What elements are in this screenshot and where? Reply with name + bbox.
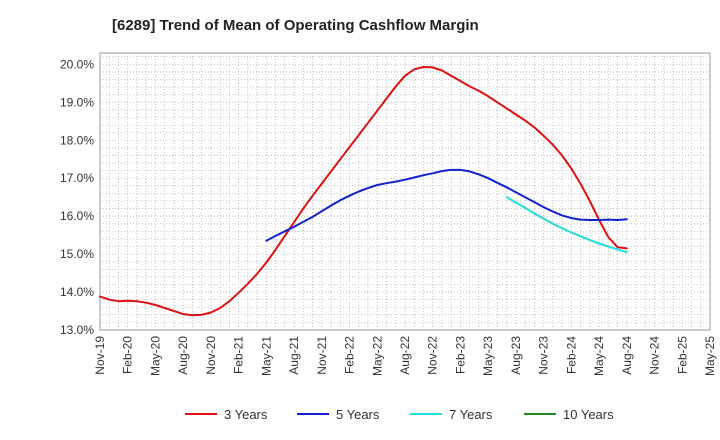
y-tick-label: 17.0% xyxy=(60,171,94,185)
x-tick-label: May-23 xyxy=(481,336,495,376)
y-tick-label: 16.0% xyxy=(60,209,94,223)
y-tick-label: 19.0% xyxy=(60,95,94,109)
x-tick-label: May-22 xyxy=(370,336,384,376)
x-tick-label: Nov-21 xyxy=(315,336,329,375)
x-tick-label: Feb-21 xyxy=(232,336,246,374)
y-tick-label: 18.0% xyxy=(60,133,94,147)
x-tick-label: May-25 xyxy=(703,336,717,376)
legend: 3 Years 5 Years 7 Years 10 Years xyxy=(185,407,614,422)
x-tick-label: Feb-22 xyxy=(343,336,357,374)
x-tick-label: Feb-23 xyxy=(453,336,467,374)
series-lines xyxy=(99,66,628,317)
x-axis: Nov-19 Feb-20 May-20 Aug-20 Nov-20 Feb-21 May-… xyxy=(93,336,717,376)
x-tick-label: Nov-22 xyxy=(426,336,440,375)
x-tick-label: Feb-25 xyxy=(675,336,689,374)
x-tick-label: Feb-24 xyxy=(564,336,578,374)
x-tick-label: Aug-23 xyxy=(509,336,523,375)
x-tick-label: May-24 xyxy=(592,336,606,376)
x-tick-label: Nov-20 xyxy=(204,336,218,375)
x-tick-label: Aug-24 xyxy=(620,336,634,375)
x-tick-label: Feb-20 xyxy=(121,336,135,374)
x-tick-label: Nov-24 xyxy=(648,336,662,375)
x-tick-label: Aug-20 xyxy=(176,336,190,375)
legend-label: 7 Years xyxy=(449,407,493,422)
y-tick-label: 15.0% xyxy=(60,247,94,261)
x-tick-label: Aug-22 xyxy=(398,336,412,375)
series-line-7-years xyxy=(505,196,628,254)
chart-title: [6289] Trend of Mean of Operating Cashfl… xyxy=(112,17,479,34)
y-tick-label: 13.0% xyxy=(60,323,94,337)
series-line-3-years xyxy=(99,66,628,317)
series-line-5-years xyxy=(265,168,628,242)
y-axis: 13.0% 14.0% 15.0% 16.0% 17.0% 18.0% 19.0% 20.0% xyxy=(60,57,94,337)
x-tick-label: May-21 xyxy=(259,336,273,376)
y-tick-label: 14.0% xyxy=(60,285,94,299)
y-tick-label: 20.0% xyxy=(60,57,94,71)
x-tick-label: Aug-21 xyxy=(287,336,301,375)
x-tick-label: Nov-19 xyxy=(93,336,107,375)
legend-label: 5 Years xyxy=(336,407,380,422)
x-tick-label: Nov-23 xyxy=(537,336,551,375)
legend-label: 3 Years xyxy=(224,407,268,422)
x-tick-label: May-20 xyxy=(148,336,162,376)
legend-label: 10 Years xyxy=(563,407,614,422)
